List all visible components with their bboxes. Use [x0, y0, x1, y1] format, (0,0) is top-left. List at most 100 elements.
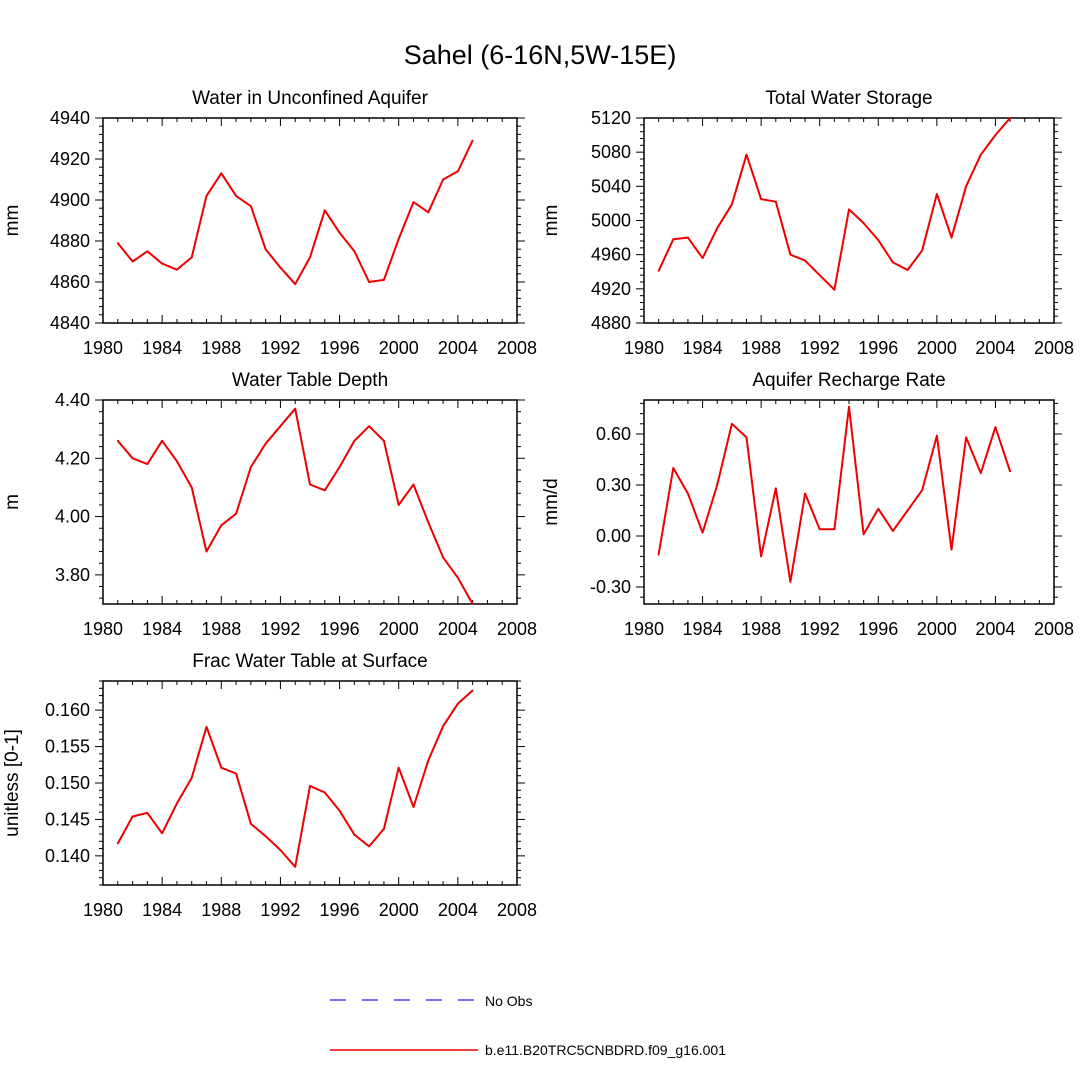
- x-tick-label: 1996: [858, 619, 898, 639]
- data-point: [323, 489, 326, 492]
- data-point: [249, 205, 252, 208]
- data-point: [205, 550, 208, 553]
- data-point: [368, 281, 371, 283]
- data-point: [309, 483, 311, 486]
- x-tick-label: 1980: [83, 619, 123, 639]
- data-point: [965, 185, 968, 188]
- y-tick-label: 4.40: [55, 390, 90, 410]
- data-point: [877, 239, 880, 242]
- data-point: [249, 822, 252, 825]
- x-tick-label: 2000: [917, 619, 957, 639]
- x-tick-label: 1984: [142, 900, 182, 920]
- data-point: [657, 553, 660, 556]
- y-tick-label: 0.145: [45, 809, 90, 829]
- data-point: [774, 487, 777, 490]
- data-point: [950, 236, 953, 239]
- data-point: [131, 260, 134, 263]
- data-point: [116, 842, 119, 845]
- y-tick-label: 4880: [50, 231, 90, 251]
- data-point: [921, 249, 924, 252]
- y-axis-label: mm: [2, 205, 23, 237]
- data-point: [789, 581, 792, 583]
- panel-title: Water Table Depth: [232, 370, 388, 391]
- x-tick-label: 1984: [142, 338, 182, 358]
- chart-panels: Water in Unconfined Aquifer 1980 1984 1988 1…: [2, 88, 1074, 920]
- data-point: [220, 524, 223, 527]
- x-tick-label: 2008: [1034, 619, 1074, 639]
- data-point: [1009, 470, 1011, 473]
- data-point: [804, 259, 806, 262]
- data-point: [412, 201, 415, 203]
- data-point: [368, 425, 371, 428]
- data-point: [716, 484, 719, 486]
- y-tick-label: 0.30: [596, 475, 631, 495]
- chart-tws: Total Water Storage 1980 1984 1988 1992 1996 2…: [541, 88, 1074, 358]
- y-axis-label: mm: [541, 205, 562, 237]
- data-point: [906, 509, 909, 512]
- y-tick-label: 0.00: [596, 526, 631, 546]
- data-point: [338, 809, 341, 812]
- data-point: [235, 772, 237, 775]
- data-point: [862, 222, 865, 224]
- data-point: [774, 200, 777, 203]
- data-point: [818, 274, 821, 277]
- data-point: [427, 521, 430, 524]
- panel-title: Water in Unconfined Aquifer: [192, 88, 429, 109]
- x-tick-label: 2004: [438, 900, 478, 920]
- data-point: [848, 208, 850, 211]
- data-point: [131, 815, 134, 818]
- data-point: [789, 253, 792, 256]
- panel-title: Total Water Storage: [765, 88, 932, 109]
- data-point: [456, 702, 459, 705]
- data-point: [190, 256, 193, 259]
- legend-label-model: b.e11.B20TRC5CNBDRD.f09_g16.001: [485, 1042, 726, 1058]
- x-tick-label: 2000: [917, 338, 957, 358]
- y-tick-label: 4880: [591, 313, 631, 333]
- plot-frame: [643, 399, 1055, 605]
- data-point: [906, 269, 909, 271]
- data-point: [877, 507, 880, 510]
- data-point: [701, 257, 704, 259]
- data-point: [383, 279, 385, 281]
- data-point: [716, 227, 719, 230]
- y-tick-label: 4920: [50, 149, 90, 169]
- data-point: [383, 439, 385, 442]
- data-point: [701, 531, 704, 534]
- x-tick-label: 1980: [83, 338, 123, 358]
- series-line: [117, 140, 474, 286]
- data-point: [190, 777, 193, 779]
- data-point: [235, 195, 237, 197]
- y-tick-label: 0.150: [45, 773, 90, 793]
- series-line: [116, 689, 474, 868]
- x-tick-label: 1988: [741, 619, 781, 639]
- data-point: [161, 832, 164, 835]
- data-point: [456, 576, 459, 579]
- data-point: [397, 766, 400, 769]
- data-point: [190, 486, 193, 489]
- data-point: [131, 457, 134, 460]
- series-line: [117, 407, 474, 605]
- data-point: [264, 835, 267, 838]
- data-point: [146, 463, 149, 466]
- data-point: [309, 785, 311, 787]
- y-tick-label: 4860: [50, 272, 90, 292]
- data-point: [687, 236, 689, 239]
- data-point: [745, 153, 748, 156]
- x-tick-label: 2008: [497, 900, 537, 920]
- data-point: [427, 211, 430, 214]
- data-point: [965, 436, 968, 439]
- data-point: [264, 248, 267, 251]
- x-tick-label: 1992: [800, 619, 840, 639]
- x-tick-label: 2008: [497, 338, 537, 358]
- data-point: [338, 231, 341, 234]
- x-tick-label: 2008: [497, 619, 537, 639]
- data-point: [279, 266, 282, 269]
- x-tick-label: 1984: [683, 338, 723, 358]
- data-point: [176, 268, 178, 271]
- data-point: [397, 238, 400, 240]
- data-point: [338, 466, 341, 468]
- plot-frame: [102, 680, 518, 886]
- data-point: [892, 530, 894, 532]
- panel-title: Frac Water Table at Surface: [192, 651, 428, 672]
- data-point: [471, 603, 474, 605]
